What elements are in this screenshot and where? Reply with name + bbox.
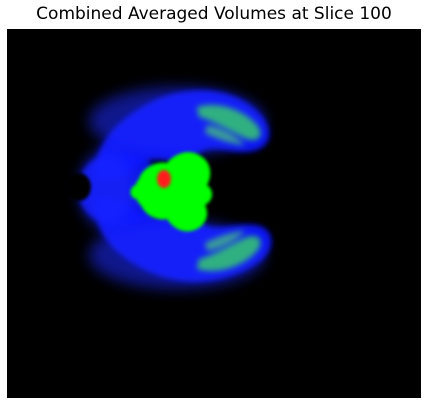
green-streaks: [197, 105, 261, 271]
figure-title: Combined Averaged Volumes at Slice 100: [36, 4, 392, 24]
red-region: [157, 170, 171, 188]
green-region: [130, 152, 213, 232]
background: [7, 29, 421, 398]
image-panel: [7, 29, 421, 398]
brain-slice-image: [7, 29, 421, 398]
left-notch: [67, 173, 91, 201]
